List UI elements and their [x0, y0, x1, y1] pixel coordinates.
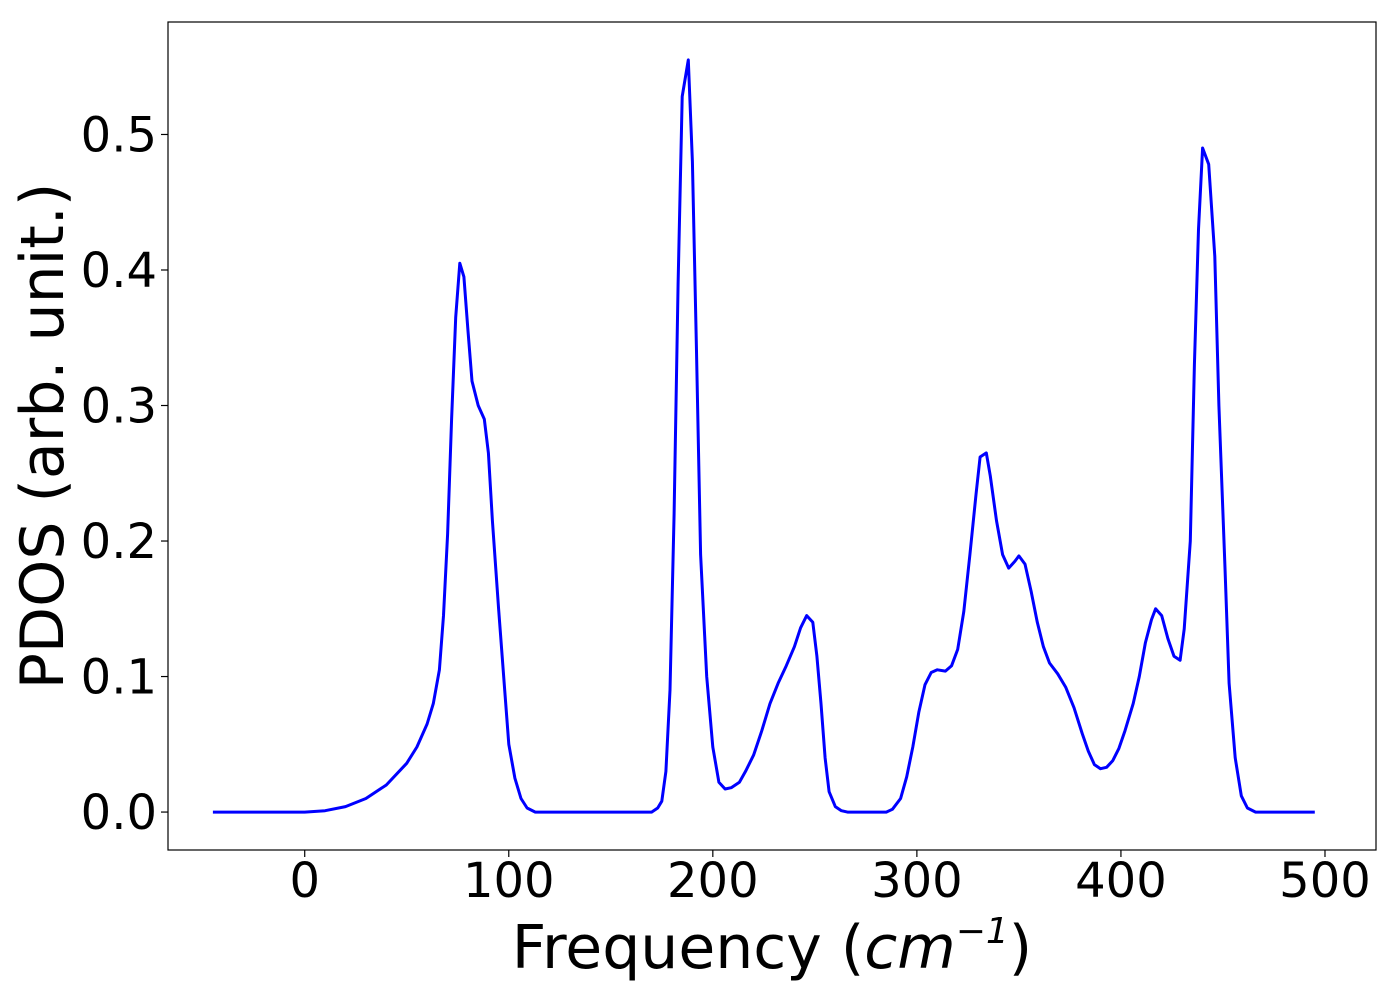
- x-tick-label: 0: [289, 853, 320, 909]
- y-tick-label: 0.5: [81, 107, 157, 163]
- y-tick-label: 0.1: [81, 650, 157, 706]
- plot-area: [167, 21, 1377, 851]
- y-tick-label: 0.2: [81, 514, 157, 570]
- x-axis: 0 100 200 300 400 500: [289, 850, 1371, 909]
- x-tick-label: 500: [1279, 853, 1371, 909]
- x-tick-label: 400: [1075, 853, 1167, 909]
- pdos-series-line: [212, 58, 1315, 814]
- x-axis-label: Frequency (cm−1): [512, 911, 1032, 983]
- x-tick-label: 300: [871, 853, 963, 909]
- y-tick-label: 0.0: [81, 785, 157, 841]
- y-axis: 0.0 0.1 0.2 0.3 0.4 0.5: [81, 107, 168, 841]
- x-tick-label: 100: [463, 853, 555, 909]
- y-axis-label: PDOS (arb. unit.): [8, 183, 78, 690]
- x-tick-label: 200: [667, 853, 759, 909]
- y-tick-label: 0.3: [81, 379, 157, 435]
- plot-frame: [167, 21, 1377, 851]
- y-tick-label: 0.4: [81, 243, 157, 299]
